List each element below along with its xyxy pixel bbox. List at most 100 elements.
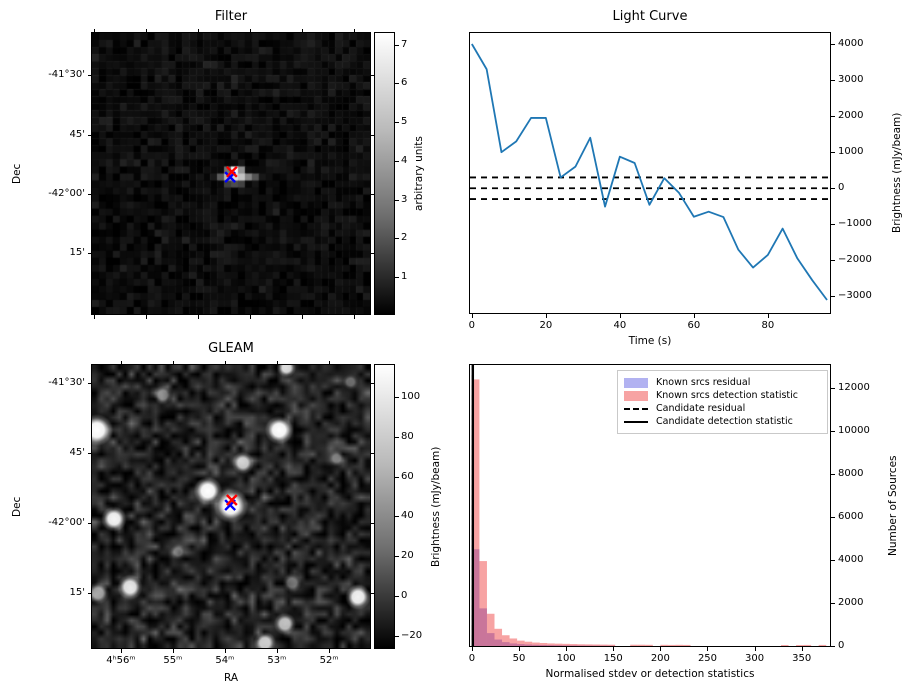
tick-label: -42°00' — [48, 188, 85, 199]
histogram-bar — [600, 644, 608, 646]
tick-mark — [395, 476, 399, 478]
histogram-bar — [479, 561, 487, 646]
legend-item: Known srcs detection statistic — [624, 390, 821, 401]
tick-label: 100 — [401, 390, 421, 402]
tick-mark — [249, 315, 251, 319]
filter-title: Filter — [214, 9, 248, 24]
histogram-bar — [524, 641, 533, 646]
tick-mark — [831, 517, 835, 518]
tick-mark — [613, 647, 615, 651]
tick-mark — [371, 74, 375, 76]
tick-label: 3 — [401, 193, 408, 205]
tick-mark — [93, 29, 95, 33]
light-curve-ylabel: Brightness (mJy/beam) — [891, 112, 903, 234]
histogram-bar — [562, 645, 570, 646]
tick-mark — [371, 194, 375, 195]
histogram-bar — [584, 644, 593, 646]
legend-swatch — [624, 420, 648, 423]
tick-mark — [145, 315, 147, 319]
tick-label: 2000 — [838, 110, 864, 122]
tick-mark — [831, 474, 835, 475]
histogram-bar — [509, 638, 518, 646]
tick-label: 0 — [468, 653, 476, 664]
tick-mark — [831, 431, 835, 432]
tick-label: 54ᵐ — [215, 655, 235, 666]
histogram-bar — [486, 613, 495, 646]
tick-mark — [831, 152, 835, 154]
tick-mark — [471, 647, 473, 651]
tick-mark — [353, 315, 355, 319]
legend-item: Known srcs residual — [624, 377, 821, 388]
tick-label: 60 — [687, 320, 701, 331]
tick-mark — [276, 361, 278, 365]
gleam-ylabel: Dec — [11, 496, 23, 517]
histogram-bar — [539, 645, 548, 646]
tick-label: 15' — [69, 247, 85, 259]
tick-label: 45' — [69, 129, 85, 140]
histogram-bar — [524, 644, 533, 646]
tick-mark — [329, 649, 331, 653]
tick-label: -42°00' — [48, 516, 85, 528]
tick-label: 2000 — [838, 597, 864, 608]
tick-mark — [801, 647, 803, 651]
tick-mark — [660, 647, 662, 651]
tick-mark — [224, 361, 226, 365]
tick-label: 0 — [838, 182, 845, 194]
tick-mark — [831, 296, 835, 298]
tick-label: 2 — [401, 232, 408, 244]
tick-label: 8000 — [838, 468, 864, 479]
legend-swatch — [624, 390, 648, 401]
tick-mark — [754, 647, 756, 651]
tick-label: 0 — [838, 640, 845, 651]
tick-mark — [88, 74, 92, 76]
light-curve-plot — [470, 43, 830, 301]
histogram-bar — [502, 642, 510, 646]
tick-mark — [831, 43, 835, 45]
histogram-bar — [547, 643, 555, 646]
tick-mark — [707, 647, 709, 651]
tick-label: 53ᵐ — [267, 655, 287, 666]
histogram-plot — [471, 365, 827, 646]
histogram-bar — [517, 644, 525, 646]
gleam-panel — [91, 364, 371, 649]
tick-mark — [329, 361, 331, 365]
tick-label: 3000 — [838, 74, 864, 86]
tick-label: −2000 — [838, 254, 872, 266]
tick-mark — [371, 383, 375, 385]
tick-mark — [831, 603, 835, 604]
tick-label: -41°30' — [48, 68, 85, 80]
histogram-bar — [592, 644, 601, 646]
tick-mark — [120, 361, 122, 365]
histogram-bar — [637, 644, 646, 646]
tick-label: 100 — [556, 653, 576, 664]
tick-label: −1000 — [838, 218, 872, 230]
tick-label: 6000 — [838, 511, 864, 522]
histogram-bar — [675, 644, 683, 646]
tick-label: 50 — [512, 653, 526, 664]
tick-label: 55ᵐ — [163, 655, 183, 666]
tick-mark — [831, 646, 835, 647]
tick-mark — [395, 636, 399, 638]
tick-mark — [395, 44, 399, 46]
tick-mark — [88, 593, 92, 595]
tick-mark — [276, 649, 278, 653]
histogram-bar — [780, 645, 789, 646]
tick-mark — [395, 396, 399, 398]
tick-label: 20 — [401, 550, 414, 562]
histogram-bar — [532, 644, 540, 646]
histogram-bar — [494, 628, 503, 646]
histogram-xlabel: Normalised stdev or detection statistics — [545, 668, 755, 680]
legend-label: Known srcs residual — [656, 377, 751, 388]
tick-label: 52ᵐ — [319, 655, 339, 666]
histogram-bar — [502, 635, 510, 646]
light-curve-line — [471, 43, 828, 301]
tick-label: −3000 — [838, 290, 872, 302]
tick-mark — [371, 593, 375, 595]
tick-label: 15' — [69, 587, 85, 599]
tick-mark — [88, 253, 92, 255]
tick-label: 250 — [697, 653, 718, 664]
tick-label: 40 — [613, 320, 627, 331]
histogram-bar — [569, 645, 578, 646]
tick-mark — [172, 361, 174, 365]
